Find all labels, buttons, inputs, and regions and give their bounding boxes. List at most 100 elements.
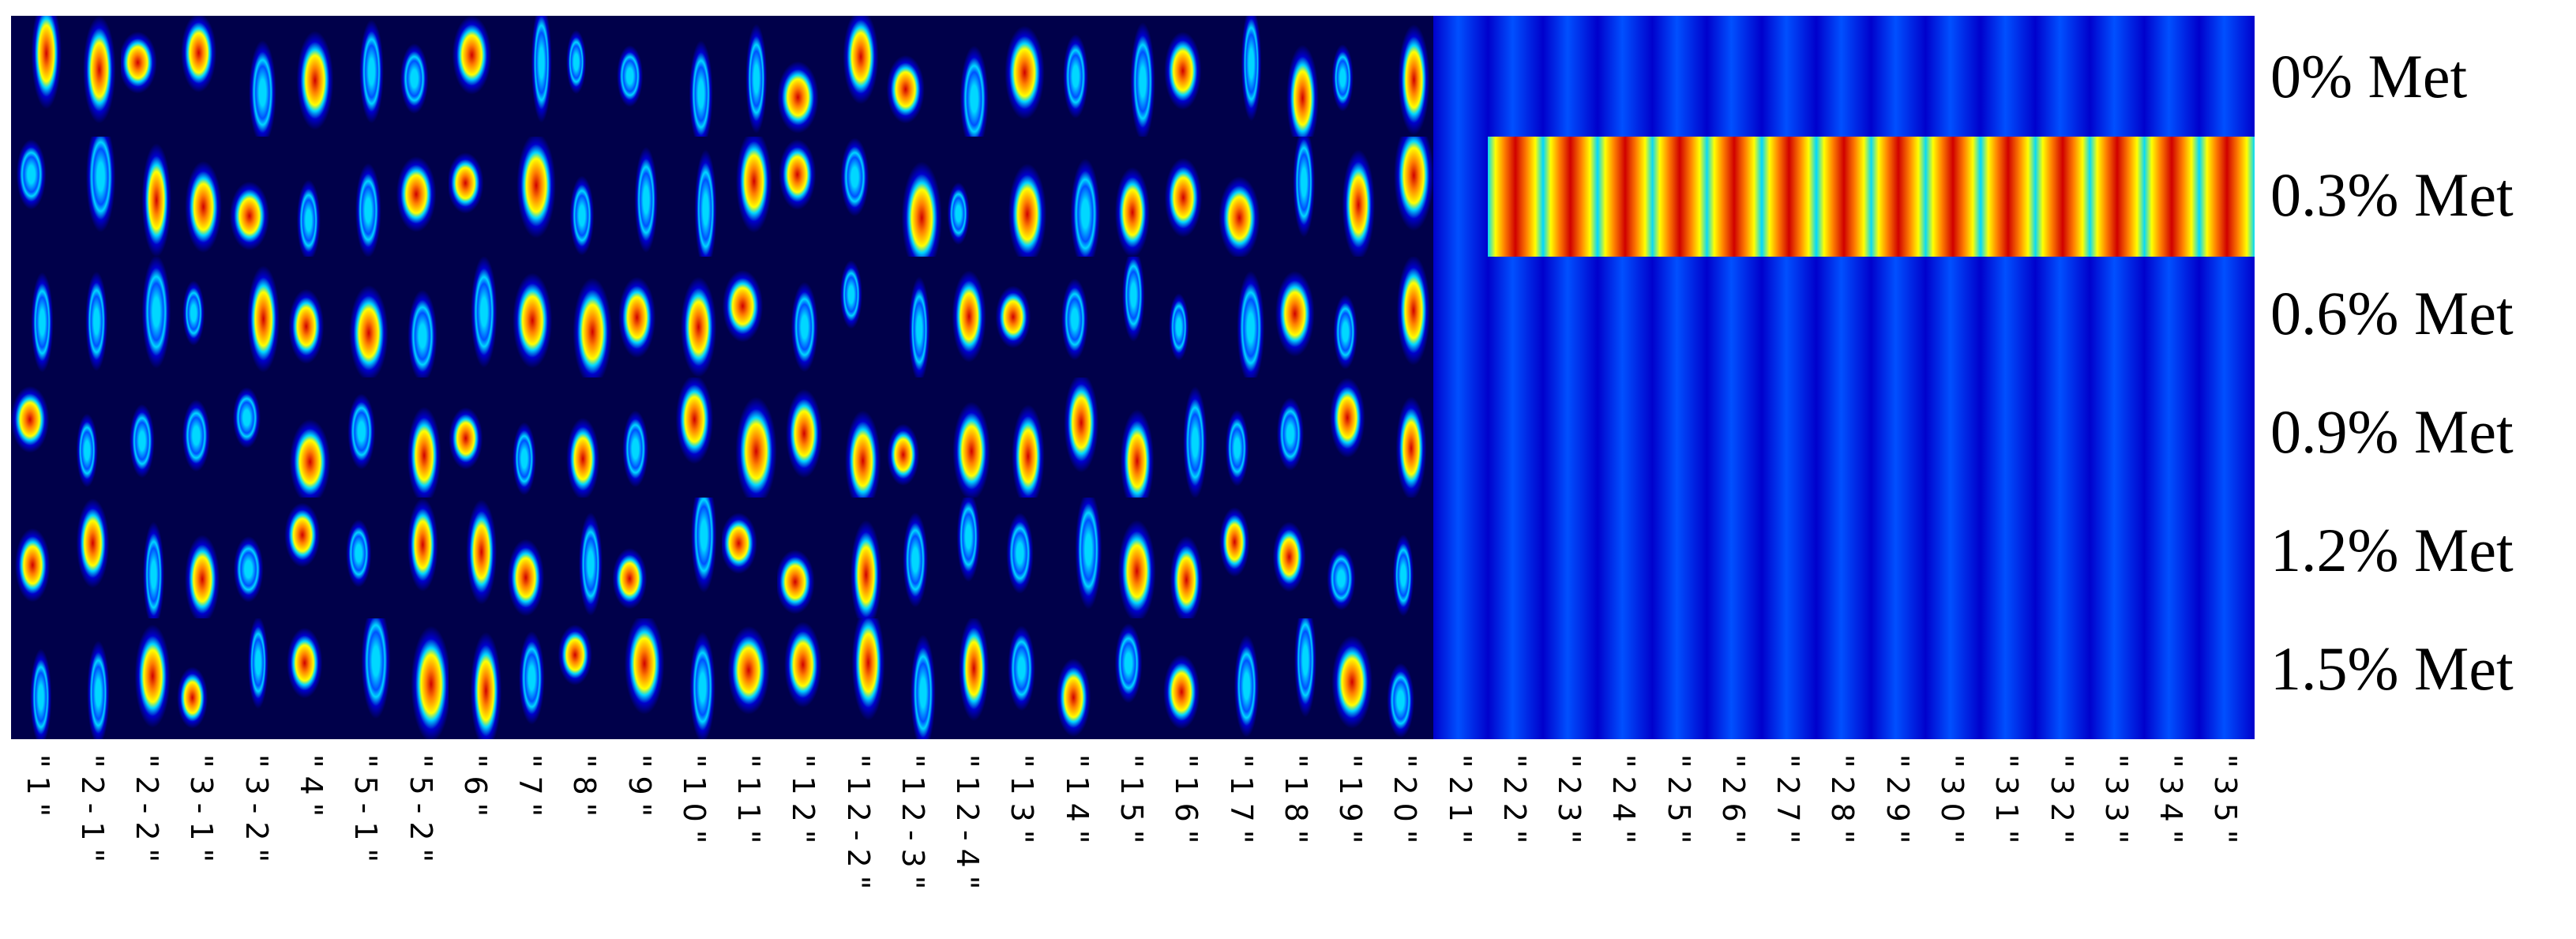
heatmap-cell <box>2144 16 2200 137</box>
heatmap-cell <box>1816 136 1872 257</box>
heatmap-cell <box>667 136 723 257</box>
column-label: "32" <box>2044 754 2079 852</box>
heatmap-cell <box>1980 377 2036 498</box>
heatmap-cell <box>886 498 942 619</box>
heatmap-cell <box>776 136 832 257</box>
heatmap-cell <box>2034 257 2090 378</box>
heatmap-cell <box>2090 136 2146 257</box>
heatmap-cell <box>1433 498 1489 619</box>
column-label: "9" <box>621 754 657 825</box>
heatmap-cell <box>339 136 395 257</box>
heatmap-cell <box>1871 257 1926 378</box>
column-label: "3-2" <box>238 754 274 871</box>
heatmap-cell <box>66 257 122 378</box>
heatmap-cell <box>1433 16 1489 137</box>
heatmap-cell <box>1324 136 1380 257</box>
heatmap-cell <box>393 257 449 378</box>
heatmap-cell <box>1159 16 1215 137</box>
column-label: "14" <box>1059 754 1095 852</box>
heatmap-cell <box>1761 498 1817 619</box>
heatmap-cell <box>941 136 997 257</box>
heatmap-cell <box>1707 498 1763 619</box>
column-label: "7" <box>513 754 548 825</box>
column-label: "11" <box>731 754 767 852</box>
heatmap-cell <box>1816 377 1872 498</box>
heatmap-cell <box>1816 498 1872 619</box>
heatmap-cell <box>1816 16 1872 137</box>
heatmap-cell <box>449 257 504 378</box>
heatmap-cell <box>11 377 66 498</box>
heatmap-cell <box>612 16 668 137</box>
column-label: "2-2" <box>130 754 165 871</box>
heatmap-cell <box>284 257 340 378</box>
heatmap-cell <box>612 377 668 498</box>
heatmap-cell <box>503 377 559 498</box>
heatmap-cell <box>2034 136 2090 257</box>
heatmap-cell <box>120 498 176 619</box>
heatmap-cell <box>776 498 832 619</box>
heatmap-cell <box>2199 618 2255 739</box>
column-label: "26" <box>1715 754 1751 852</box>
heatmap-cell <box>1597 377 1653 498</box>
heatmap-cell <box>832 257 887 378</box>
heatmap-cell <box>1378 257 1434 378</box>
column-label: "31" <box>1989 754 2025 852</box>
heatmap-cell <box>230 16 285 137</box>
heatmap-cell <box>558 377 614 498</box>
heatmap-cell <box>558 618 614 739</box>
heatmap-cell <box>1816 257 1872 378</box>
heatmap-cell <box>1378 377 1434 498</box>
heatmap-cell <box>1816 618 1872 739</box>
heatmap-cell <box>449 618 504 739</box>
heatmap-cell <box>393 16 449 137</box>
column-label: "17" <box>1223 754 1259 852</box>
column-label: "12-4" <box>950 754 986 898</box>
heatmap-cell <box>1214 16 1270 137</box>
heatmap-cell <box>1980 257 2036 378</box>
heatmap-cell <box>1707 618 1763 739</box>
heatmap-cell <box>1707 136 1763 257</box>
heatmap-cell <box>2034 16 2090 137</box>
heatmap-cell <box>230 377 285 498</box>
heatmap-cell <box>941 16 997 137</box>
heatmap-cell <box>2199 498 2255 619</box>
heatmap-cell <box>1980 498 2036 619</box>
heatmap-cell <box>503 136 559 257</box>
heatmap-cell <box>667 377 723 498</box>
heatmap-cell <box>66 618 122 739</box>
heatmap-cell <box>120 16 176 137</box>
heatmap-cell <box>2144 498 2200 619</box>
heatmap-cell <box>832 136 887 257</box>
heatmap-cell <box>995 377 1051 498</box>
heatmap-cell <box>1652 136 1707 257</box>
heatmap-cell <box>1871 377 1926 498</box>
heatmap-cell <box>1488 618 1544 739</box>
heatmap-cell <box>1050 257 1106 378</box>
column-label: "4" <box>293 754 329 825</box>
heatmap-cell <box>393 136 449 257</box>
heatmap-cell <box>1214 136 1270 257</box>
column-label: "22" <box>1496 754 1532 852</box>
heatmap-cell <box>886 257 942 378</box>
heatmap-cell <box>2034 377 2090 498</box>
heatmap-cell <box>1871 618 1926 739</box>
heatmap-cell <box>2034 618 2090 739</box>
heatmap-cell <box>66 377 122 498</box>
heatmap-cell <box>2090 618 2146 739</box>
heatmap-cell <box>503 498 559 619</box>
heatmap-cell <box>1378 16 1434 137</box>
heatmap-cell <box>1269 136 1325 257</box>
heatmap-cell <box>2090 257 2146 378</box>
heatmap-cell <box>175 16 231 137</box>
heatmap-cell <box>1050 136 1106 257</box>
row-label: 1.5% Met <box>2270 634 2514 703</box>
heatmap-cell <box>1542 257 1598 378</box>
heatmap-cell <box>1159 377 1215 498</box>
column-label: "1" <box>20 754 55 825</box>
heatmap-cell <box>1050 16 1106 137</box>
heatmap-cell <box>1159 257 1215 378</box>
heatmap-cell <box>667 498 723 619</box>
heatmap-cell <box>1488 377 1544 498</box>
heatmap-cell <box>1105 136 1161 257</box>
heatmap-cell <box>1542 498 1598 619</box>
